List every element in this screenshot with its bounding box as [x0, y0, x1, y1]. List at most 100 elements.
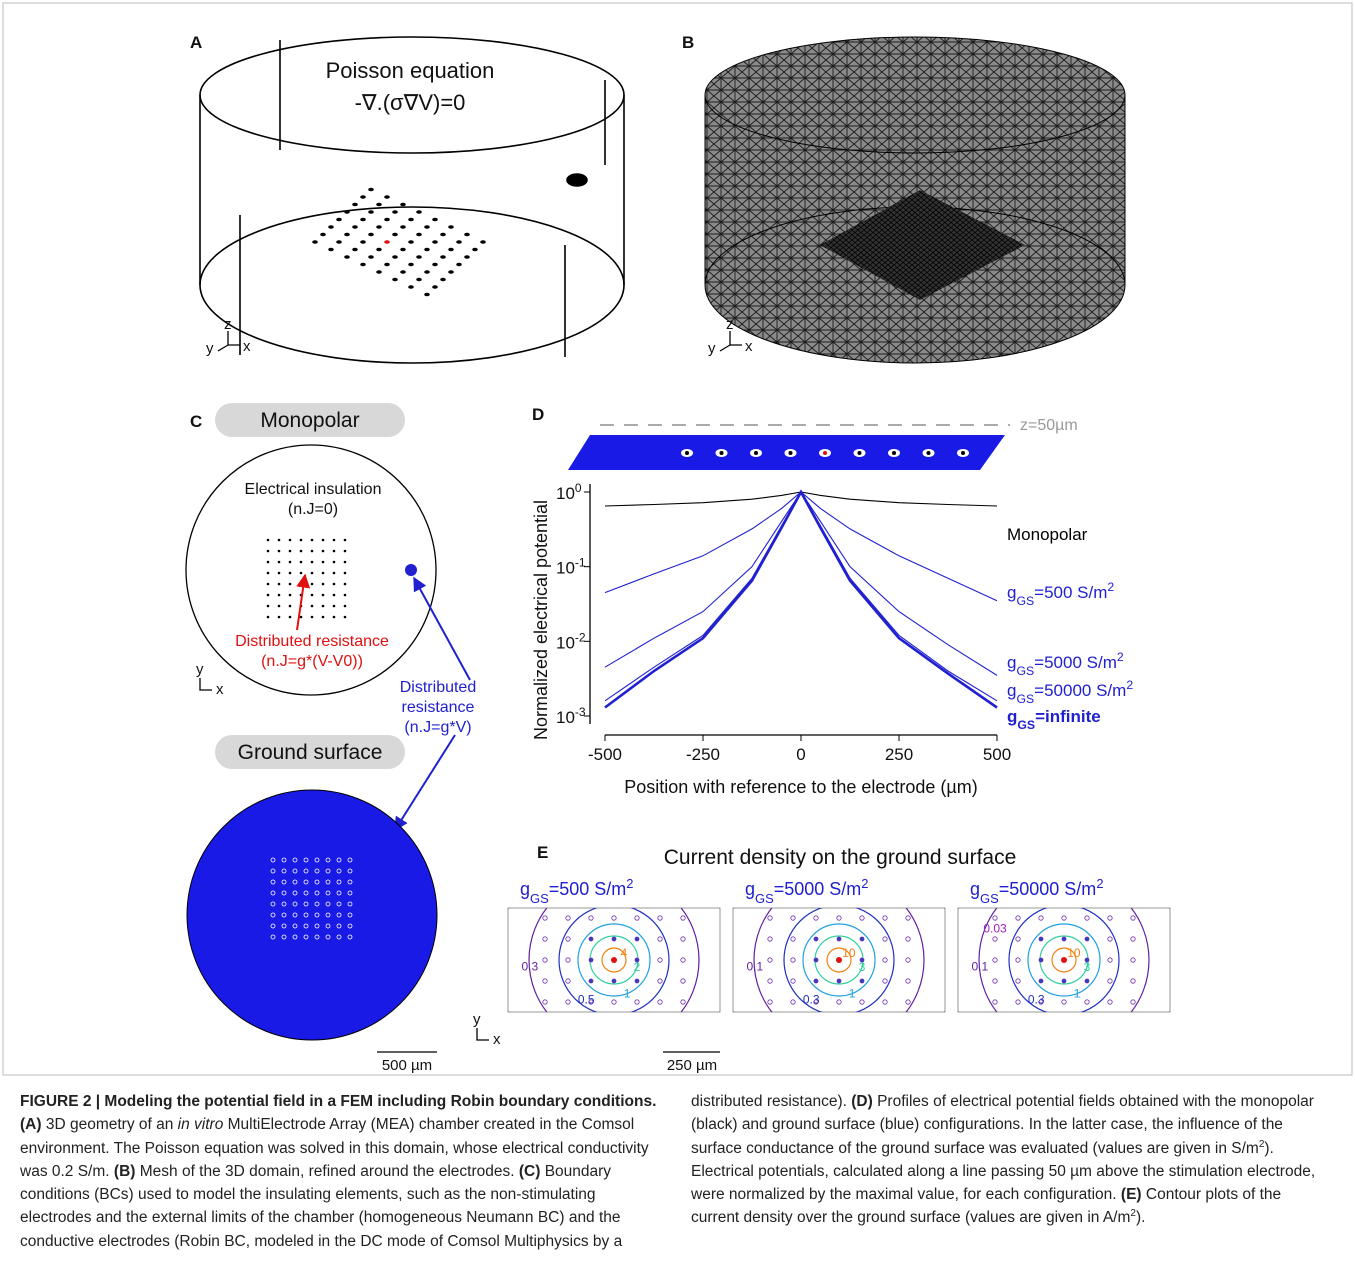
electrode [344, 539, 347, 542]
label-part: GS [1017, 718, 1035, 732]
label-part: 2 [1107, 580, 1114, 594]
electrode [589, 937, 593, 941]
axis-name: z [224, 316, 232, 333]
electrode [408, 285, 414, 289]
electrode [448, 270, 454, 274]
tick-exponent: -3 [575, 705, 586, 719]
panel-label: B [682, 33, 694, 52]
electrode [408, 218, 414, 222]
figure: A Poisson equation -∇.(σ∇V)=0 yzx B yzx … [0, 0, 1355, 1080]
caption-segment: (A) [20, 1116, 42, 1133]
axis-triad [720, 331, 742, 351]
caption-segment: FIGURE 2 | Modeling the potential field … [20, 1093, 656, 1110]
y-tick-label: 100 [556, 481, 582, 503]
electrode [267, 605, 270, 608]
electrode [278, 572, 281, 575]
electrode [311, 572, 314, 575]
electrode [392, 255, 398, 259]
electrode [311, 550, 314, 553]
label-part: GS [530, 891, 549, 906]
electrode [589, 958, 593, 962]
electrode [289, 594, 292, 597]
electrode [376, 270, 382, 274]
pill-label: Monopolar [260, 409, 359, 432]
axis-name: y [473, 1011, 481, 1028]
electrode [360, 240, 366, 244]
electrode [344, 550, 347, 553]
electrode [814, 979, 818, 983]
electrode [456, 263, 462, 267]
contour-label: 0.5 [578, 993, 595, 1007]
contour-label: 0.1 [972, 959, 989, 973]
x-tick-label: 250 [885, 745, 913, 764]
caption-text: FIGURE 2 | Modeling the potential field … [20, 1090, 1330, 1253]
equation-title: Poisson equation [326, 58, 495, 83]
label-part: =5000 S/m [774, 879, 862, 899]
series-label: Monopolar [1007, 525, 1088, 544]
electrode [328, 225, 334, 229]
electrode [352, 248, 358, 252]
contour-label: 3 [1084, 960, 1091, 974]
electrode [267, 594, 270, 597]
electrode [344, 210, 350, 214]
electrode [400, 225, 406, 229]
contour-label: 1 [849, 987, 856, 1001]
insulation-label: Electrical insulation [245, 481, 382, 498]
electrode [416, 255, 422, 259]
contour-label: 1 [624, 987, 631, 1001]
axis-name: z [726, 316, 734, 333]
contour-label: 1 [1074, 987, 1081, 1001]
electrode [328, 248, 334, 252]
electrode [333, 572, 336, 575]
contour-label: 10 [1067, 946, 1081, 960]
height-label: z=50µm [1020, 417, 1078, 434]
stim-electrode [611, 957, 617, 963]
label-part: g [745, 879, 755, 899]
electrode [311, 605, 314, 608]
ground-disc [187, 790, 437, 1040]
electrode [312, 240, 318, 244]
electrode [322, 616, 325, 619]
electrode [635, 979, 639, 983]
electrode-core [892, 451, 896, 455]
electrode [333, 561, 336, 564]
panel-label: C [190, 412, 202, 431]
blue-bc: (n.J=g*V) [404, 719, 471, 736]
blue-label: resistance [402, 699, 475, 716]
caption-segment: (E) [1121, 1186, 1142, 1203]
electrode [440, 278, 446, 282]
electrode [837, 937, 841, 941]
electrode [384, 240, 390, 244]
electrode [376, 203, 382, 207]
electrode [480, 240, 486, 244]
series-label: gGS=50000 S/m2 [1007, 678, 1133, 706]
electrode [464, 233, 470, 237]
electrode [456, 240, 462, 244]
tick-base: 10 [556, 708, 575, 727]
series-label: gGS=5000 S/m2 [1007, 650, 1124, 678]
label-part: GS [1016, 594, 1034, 608]
pill-label: Ground surface [238, 741, 383, 764]
electrode [384, 263, 390, 267]
electrode [1039, 958, 1043, 962]
label-part: =5000 S/m [1034, 653, 1117, 672]
electrode [333, 583, 336, 586]
electrode [278, 561, 281, 564]
electrode [322, 561, 325, 564]
electrode [392, 233, 398, 237]
electrode [448, 225, 454, 229]
electrode [408, 263, 414, 267]
contour-label: 4 [621, 946, 628, 960]
electrode [322, 572, 325, 575]
electrode [612, 937, 616, 941]
panel-b [705, 37, 1125, 363]
ground-electrode [405, 564, 417, 576]
electrode [336, 240, 342, 244]
cylinder-sides [200, 40, 624, 357]
tick-base: 10 [556, 559, 575, 578]
panel-title: Current density on the ground surface [664, 846, 1017, 869]
label-part: =500 S/m [549, 879, 627, 899]
axis-name: x [493, 1031, 501, 1048]
electrode [464, 255, 470, 259]
electrode [300, 616, 303, 619]
